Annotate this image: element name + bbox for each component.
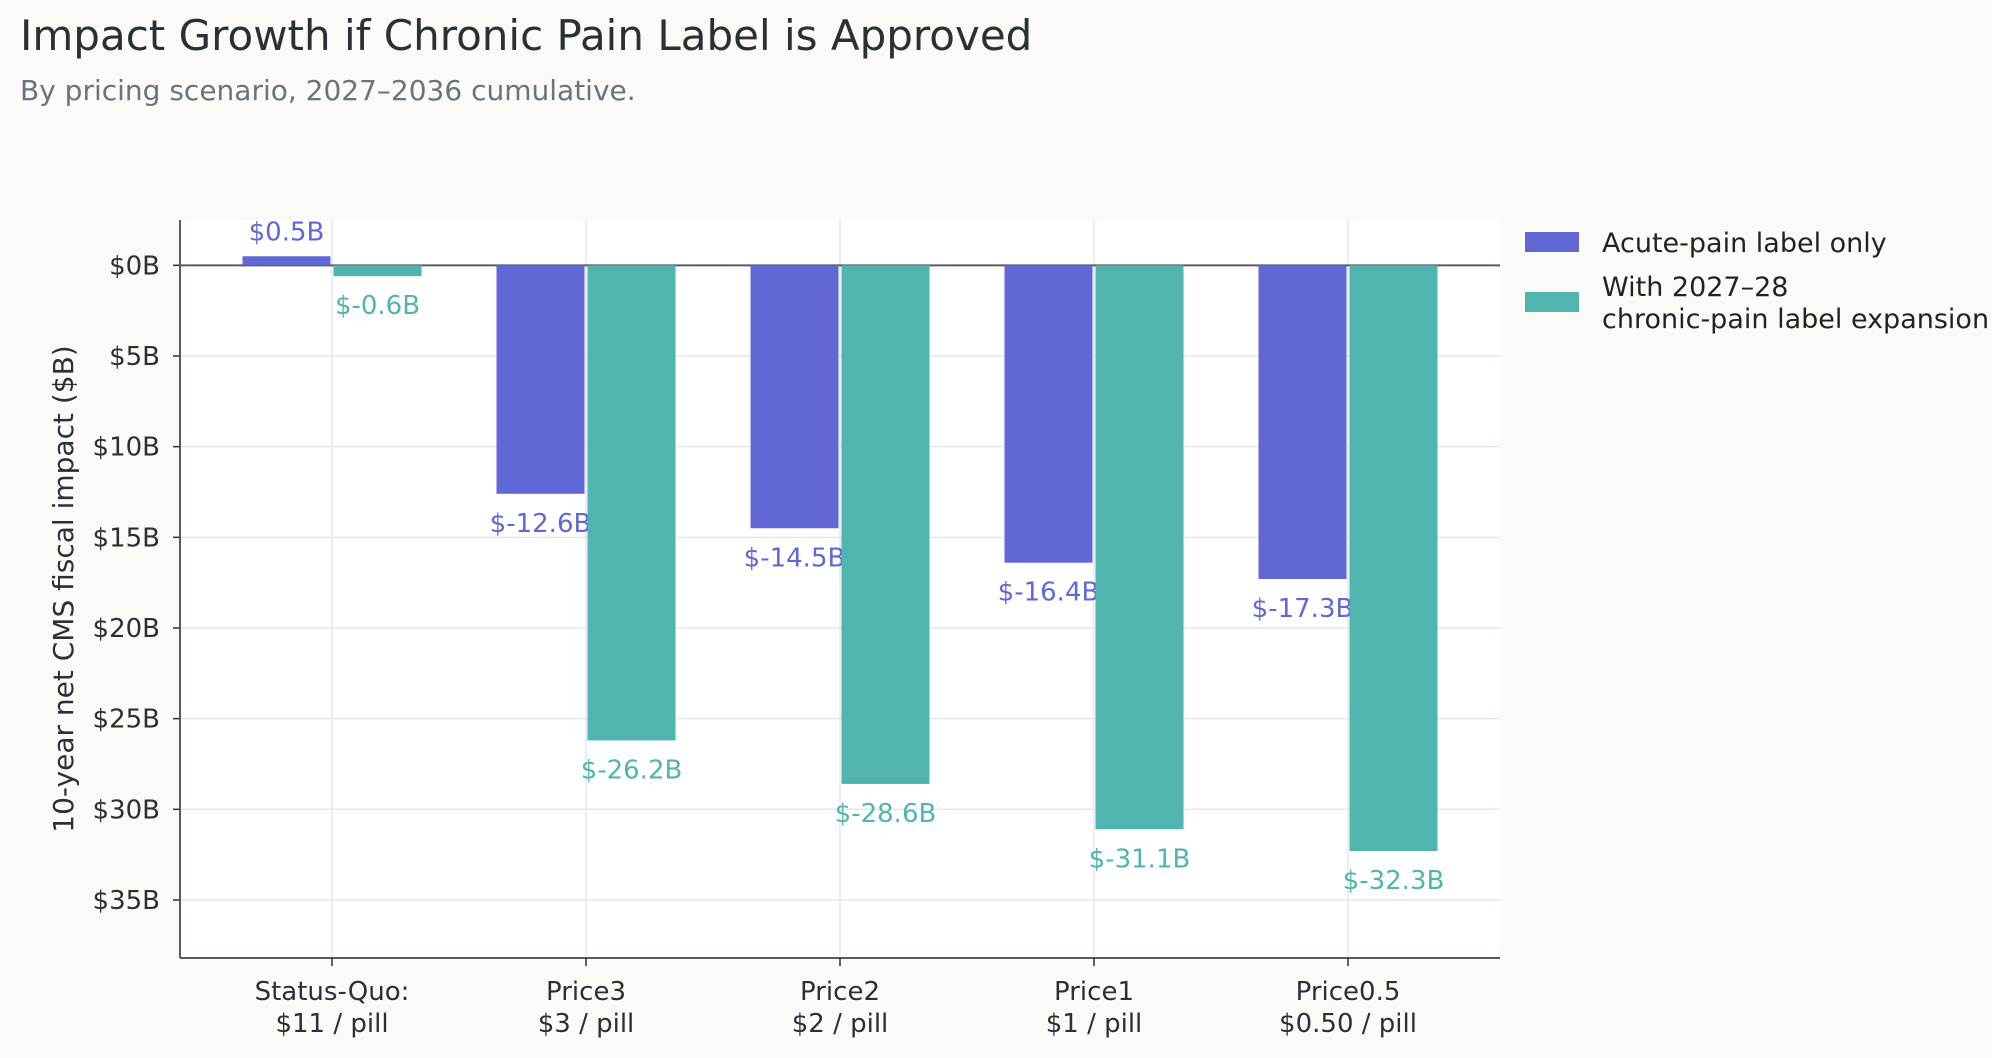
y-tick-label: $0B	[109, 251, 160, 281]
data-label: $-12.6B	[490, 509, 592, 539]
data-label: $-28.6B	[835, 799, 937, 829]
x-tick-label: $1 / pill	[1046, 1009, 1143, 1039]
bar-acute	[496, 265, 585, 494]
x-tick-label: Price0.5	[1296, 977, 1401, 1007]
data-label: $-0.6B	[335, 291, 420, 321]
bar-acute	[242, 256, 331, 266]
legend-label: With 2027–28	[1602, 272, 1788, 303]
legend: Acute-pain label only With 2027–28chronic…	[1525, 228, 1989, 335]
bar-acute	[750, 265, 839, 529]
y-tick-label: $35B	[93, 886, 160, 916]
chart-title: Impact Growth if Chronic Pain Label is A…	[20, 11, 1032, 60]
data-label: $-26.2B	[581, 755, 683, 785]
legend-swatch	[1525, 232, 1579, 252]
legend-label: chronic-pain label expansion	[1602, 304, 1989, 335]
x-tick-label: Price2	[800, 977, 880, 1007]
x-tick-label: $3 / pill	[538, 1009, 635, 1039]
data-label: $-17.3B	[1252, 594, 1354, 624]
legend-swatch	[1525, 292, 1579, 312]
legend-label: Acute-pain label only	[1602, 228, 1887, 259]
y-tick-label: $10B	[93, 433, 160, 463]
data-label: $-16.4B	[998, 578, 1100, 608]
bar-chronic	[1349, 265, 1438, 852]
data-label: $-14.5B	[744, 543, 846, 573]
plot-area: $0B $5B $10B $15B $20B $25B $30B $35B $0.5B $-12.…	[47, 217, 1500, 1039]
data-label: $0.5B	[249, 217, 325, 247]
bar-acute	[1258, 265, 1347, 580]
y-tick-label: $5B	[109, 342, 160, 372]
y-tick-label: $25B	[93, 705, 160, 735]
y-axis-label: 10-year net CMS fiscal impact ($B)	[47, 345, 80, 832]
bar-chronic	[841, 265, 930, 784]
bar-chronic	[333, 265, 422, 277]
x-tick-label: $0.50 / pill	[1279, 1009, 1417, 1039]
y-tick-label: $15B	[93, 523, 160, 553]
x-tick-label: $2 / pill	[792, 1009, 889, 1039]
x-tick-label: Status-Quo:	[255, 977, 410, 1007]
data-label: $-32.3B	[1343, 866, 1445, 896]
y-tick-label: $30B	[93, 795, 160, 825]
bar-chronic	[587, 265, 676, 741]
x-tick-label: $11 / pill	[275, 1009, 388, 1039]
x-tick-label: Price1	[1054, 977, 1134, 1007]
x-tick-label: Price3	[546, 977, 626, 1007]
bar-chronic	[1095, 265, 1184, 830]
data-label: $-31.1B	[1089, 844, 1191, 874]
y-tick-label: $20B	[93, 614, 160, 644]
chart-subtitle: By pricing scenario, 2027–2036 cumulativ…	[20, 74, 636, 107]
bar-acute	[1004, 265, 1093, 563]
